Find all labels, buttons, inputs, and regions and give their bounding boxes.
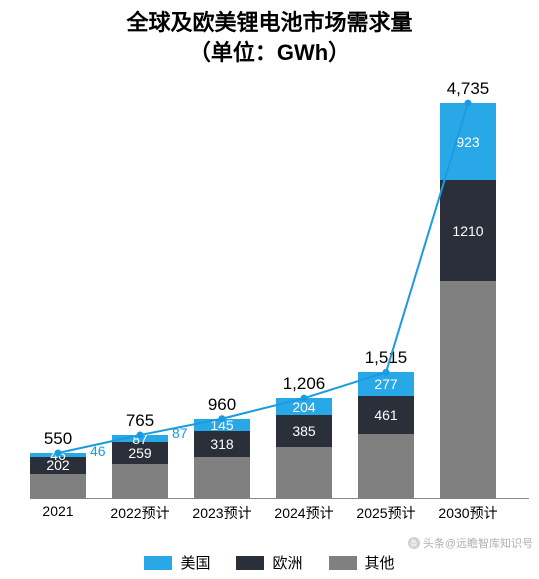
legend-label: 其他 xyxy=(365,552,395,573)
bar-segment: 385 xyxy=(276,415,332,447)
segment-label: 1210 xyxy=(452,223,483,239)
legend: 美国 欧洲 其他 xyxy=(0,552,539,573)
chart-plot-area: 202465502021259877652022预计3181459602023预… xyxy=(30,80,529,521)
x-axis-label: 2024预计 xyxy=(265,499,343,523)
bar-total-label: 550 xyxy=(30,429,86,449)
legend-item: 美国 xyxy=(144,552,210,573)
segment-label: 145 xyxy=(210,417,233,433)
segment-label: 202 xyxy=(46,457,69,473)
chart-title: 全球及欧美锂电池市场需求量 （单位：GWh） xyxy=(0,0,539,67)
bar-segment xyxy=(112,464,168,499)
legend-swatch xyxy=(236,556,264,570)
bar-segment xyxy=(358,434,414,499)
watermark-icon: 条 xyxy=(408,537,420,549)
bar-total-label: 4,735 xyxy=(440,79,496,99)
bar-total-label: 765 xyxy=(112,411,168,431)
x-axis-label: 2022预计 xyxy=(101,499,179,523)
bar-segment: 87 xyxy=(112,435,168,442)
bar-segment xyxy=(30,474,86,499)
bar-segment xyxy=(276,447,332,499)
segment-label: 461 xyxy=(374,407,397,423)
legend-label: 欧洲 xyxy=(272,552,302,573)
bar-segment xyxy=(440,281,496,499)
bar-segment: 277 xyxy=(358,372,414,395)
segment-label: 318 xyxy=(210,436,233,452)
bar-segment: 46 xyxy=(30,453,86,457)
bar-segment: 923 xyxy=(440,103,496,180)
legend-swatch xyxy=(329,556,357,570)
x-axis-label: 2023预计 xyxy=(183,499,261,523)
x-axis-label: 2025预计 xyxy=(347,499,425,523)
bar-segment: 204 xyxy=(276,398,332,415)
segment-label: 923 xyxy=(456,134,479,150)
legend-item: 其他 xyxy=(329,552,395,573)
bar-total-label: 1,206 xyxy=(276,374,332,394)
bar-segment: 145 xyxy=(194,419,250,431)
segment-label: 259 xyxy=(128,445,151,461)
x-axis-label: 2021 xyxy=(19,499,97,519)
title-line-2: （单位：GWh） xyxy=(0,38,539,68)
title-line-1: 全球及欧美锂电池市场需求量 xyxy=(0,8,539,38)
x-axis-label: 2030预计 xyxy=(429,499,507,523)
line-value-label: 46 xyxy=(90,443,106,459)
bar-total-label: 1,515 xyxy=(358,348,414,368)
segment-label: 204 xyxy=(292,399,315,415)
watermark-text: 头条@远瞻智库知识号 xyxy=(423,535,533,551)
segment-label: 385 xyxy=(292,423,315,439)
bar-segment: 202 xyxy=(30,457,86,474)
bar-segment: 259 xyxy=(112,442,168,464)
bar-segment: 1210 xyxy=(440,180,496,281)
line-value-label: 87 xyxy=(172,425,188,441)
legend-label: 美国 xyxy=(180,552,210,573)
legend-swatch xyxy=(144,556,172,570)
segment-label: 277 xyxy=(374,376,397,392)
bar-segment: 461 xyxy=(358,396,414,435)
legend-item: 欧洲 xyxy=(236,552,302,573)
bar-segment xyxy=(194,457,250,499)
bar-segment: 318 xyxy=(194,431,250,458)
bar-total-label: 960 xyxy=(194,395,250,415)
watermark: 条 头条@远瞻智库知识号 xyxy=(408,535,533,551)
